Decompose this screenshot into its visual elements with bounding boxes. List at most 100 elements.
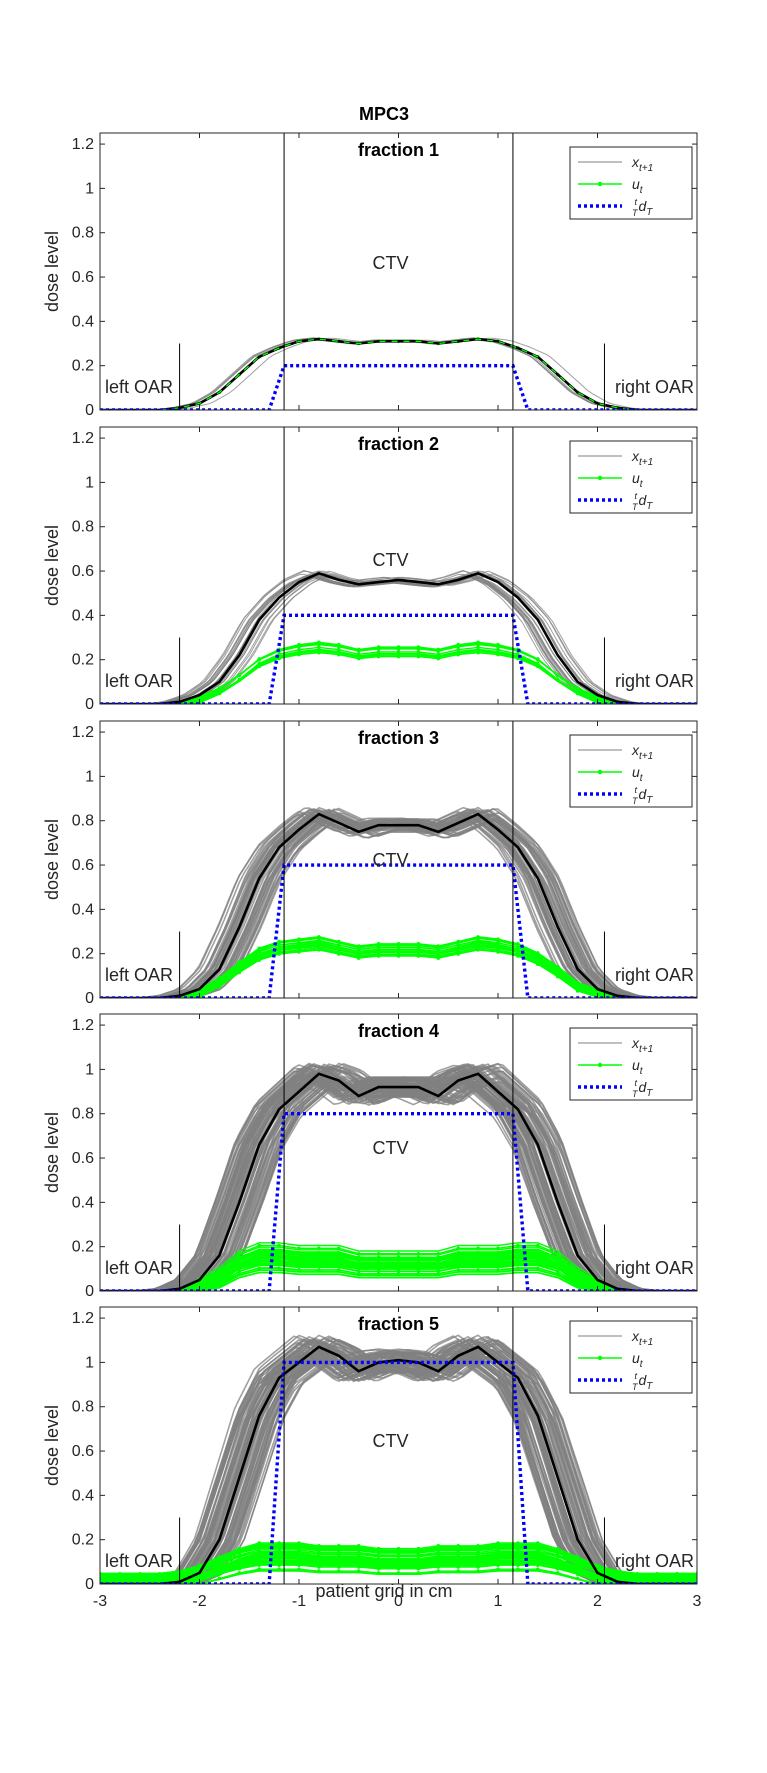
ticks: 0 0.2 0.4 0.6 0.8 1 1.2 — [72, 133, 698, 419]
y-tick-label: 1.2 — [72, 430, 94, 447]
region-label-right-oar: right OAR — [615, 377, 694, 397]
control-marker — [536, 664, 540, 669]
control-marker — [655, 1575, 659, 1580]
region-label-ctv: CTV — [373, 850, 409, 870]
panels: 0 0.2 0.4 0.6 0.8 1 1.2 dose level fraction 1 CTV… — [42, 132, 702, 1610]
control-curve — [100, 1569, 697, 1584]
control-marker — [575, 1282, 580, 1287]
y-tick-label: 0.4 — [72, 1194, 94, 1211]
legend-marker — [597, 1355, 603, 1361]
control-marker — [575, 1278, 580, 1282]
control-marker — [217, 1282, 222, 1287]
legend-label: xt+1 — [631, 742, 653, 762]
region-label-right-oar: right OAR — [615, 671, 694, 691]
control-curve — [100, 1553, 697, 1584]
control-marker — [555, 1265, 560, 1269]
region-label-ctv: CTV — [373, 1431, 409, 1451]
x-tick-label: -2 — [192, 1593, 206, 1610]
control-marker — [396, 1261, 401, 1266]
control-marker — [496, 1255, 500, 1260]
y-tick-label: 0 — [85, 696, 94, 713]
control-marker — [197, 1575, 202, 1580]
y-axis-label: dose level — [42, 819, 62, 900]
control-marker — [416, 654, 421, 659]
control-marker — [297, 1261, 301, 1265]
control-marker — [337, 1255, 341, 1260]
control-curve — [100, 1269, 697, 1291]
region-label-left-oar: left OAR — [105, 965, 173, 985]
legend-label: t TdT — [632, 1078, 653, 1099]
region-label-ctv: CTV — [373, 1138, 409, 1158]
control-marker — [516, 1253, 520, 1257]
y-tick-label: 0.6 — [72, 1150, 94, 1167]
control-marker — [416, 1265, 421, 1269]
control-marker — [317, 1255, 321, 1260]
x-tick-label: -1 — [292, 1593, 306, 1610]
control-marker — [436, 1265, 441, 1269]
control-marker — [237, 1261, 242, 1266]
control-marker — [396, 1269, 401, 1273]
region-label-left-oar: left OAR — [105, 1551, 173, 1571]
control-marker — [635, 1575, 640, 1580]
panel-fraction-4: 0 0.2 0.4 0.6 0.8 1 1.2 dose level fraction 4 CTV… — [42, 1013, 698, 1300]
control-marker — [416, 650, 421, 654]
y-tick-label: 0.8 — [72, 1399, 94, 1416]
x-tick-label: 3 — [693, 1593, 702, 1610]
ticks: 0 0.2 0.4 0.6 0.8 1 1.2 — [72, 721, 698, 1007]
control-curve — [100, 1253, 697, 1291]
y-tick-label: 0.4 — [72, 1487, 94, 1504]
y-tick-label: 0.2 — [72, 1532, 94, 1549]
control-marker — [237, 678, 242, 682]
x-tick-label: 1 — [494, 1593, 503, 1610]
legend-marker — [597, 769, 603, 775]
y-tick-label: 1 — [85, 768, 94, 785]
y-axis-label: dose level — [42, 1405, 62, 1486]
panel-title: fraction 3 — [358, 728, 439, 748]
control-marker — [476, 942, 480, 947]
y-tick-label: 0.2 — [72, 652, 94, 669]
region-label-left-oar: left OAR — [105, 1258, 173, 1278]
x-tick-label: 0 — [394, 1593, 403, 1610]
y-tick-label: 0.2 — [72, 946, 94, 963]
control-marker — [337, 652, 341, 657]
y-axis-label: dose level — [42, 1112, 62, 1193]
region-label-right-oar: right OAR — [615, 965, 694, 985]
ticks: 0 0.2 0.4 0.6 0.8 1 1.2 — [72, 1014, 698, 1300]
control-marker — [575, 690, 580, 694]
legend-marker — [597, 1062, 603, 1068]
target-dose-line — [100, 1360, 697, 1584]
control-marker — [476, 645, 480, 650]
region-label-right-oar: right OAR — [615, 1551, 694, 1571]
control-marker — [416, 1269, 421, 1273]
control-curve-overlay — [100, 338, 697, 410]
control-marker — [516, 1243, 520, 1248]
region-label-left-oar: left OAR — [105, 671, 173, 691]
control-marker — [356, 1265, 361, 1269]
target-dose-line — [100, 363, 697, 410]
panel-fraction-2: 0 0.2 0.4 0.6 0.8 1 1.2 dose level fraction 2 CTV… — [42, 426, 698, 713]
control-marker — [277, 1259, 281, 1263]
legend-label: ut — [632, 470, 644, 490]
legend-label: t TdT — [632, 785, 653, 806]
control-marker — [356, 1261, 361, 1266]
y-tick-label: 0.4 — [72, 901, 94, 918]
control-marker — [356, 951, 361, 956]
legend-label: ut — [632, 764, 644, 784]
control-marker — [337, 1261, 341, 1265]
control-curve — [100, 1267, 697, 1291]
plot-content — [100, 337, 697, 410]
control-marker — [118, 1575, 122, 1580]
x-axis-label: patient grid in cm — [315, 1581, 452, 1601]
legend-box — [569, 146, 693, 220]
panel-title: fraction 2 — [358, 434, 439, 454]
panel-fraction-5: 0 0.2 0.4 0.6 0.8 1 1.2 -3 -2 -1 0 1 2 3 dose level fra… — [42, 1306, 702, 1610]
control-marker — [555, 1261, 560, 1266]
mean-dose-curve — [100, 571, 697, 704]
legend-label: t TdT — [632, 491, 653, 512]
legend-label: xt+1 — [631, 154, 653, 174]
control-marker — [436, 1269, 441, 1273]
control-marker — [277, 1243, 281, 1248]
y-tick-label: 1 — [85, 474, 94, 491]
control-marker — [416, 1261, 421, 1266]
